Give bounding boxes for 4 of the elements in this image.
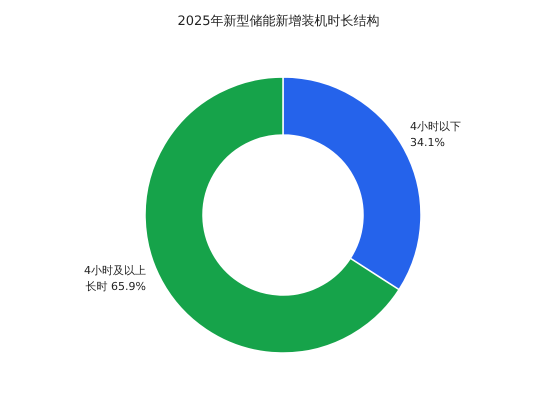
data-label: 34.1%	[410, 136, 445, 149]
slice-label: 4小时及以上长时 65.9%	[84, 264, 146, 294]
chart-title: 2025年新型储能新增装机时长结构	[176, 13, 381, 30]
slice-label: 4小时以下	[410, 120, 462, 133]
